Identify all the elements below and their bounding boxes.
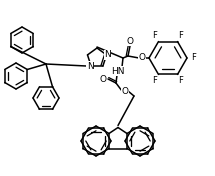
Text: O: O (138, 54, 146, 62)
Text: F: F (192, 54, 197, 62)
Text: F: F (179, 31, 183, 40)
Text: HN: HN (111, 67, 125, 76)
Text: F: F (153, 31, 157, 40)
Text: O: O (121, 86, 129, 96)
Text: N: N (87, 62, 94, 71)
Text: O: O (100, 74, 106, 83)
Text: O: O (126, 36, 134, 46)
Text: F: F (153, 76, 157, 85)
Text: F: F (179, 76, 183, 85)
Text: N: N (104, 50, 111, 59)
